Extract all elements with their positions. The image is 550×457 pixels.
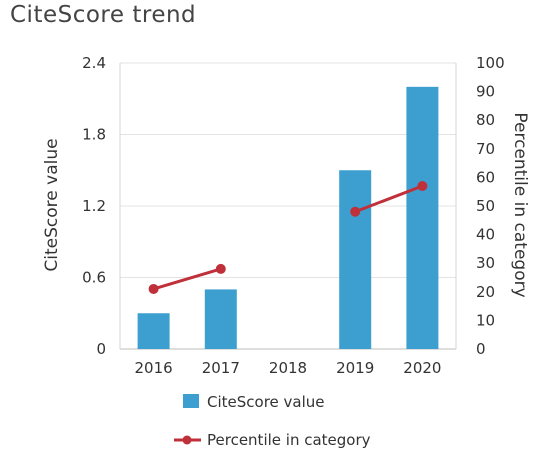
right-tick-label: 100 <box>476 54 505 72</box>
x-tick-label: 2020 <box>403 359 441 377</box>
right-tick-label: 80 <box>476 111 495 129</box>
x-tick-label: 2018 <box>269 359 307 377</box>
left-tick-label: 0 <box>96 340 106 358</box>
right-axis-title: Percentile in category <box>510 112 530 297</box>
left-tick-label: 0.6 <box>82 269 106 287</box>
right-tick-label: 50 <box>476 197 495 215</box>
grid-lines <box>119 62 457 350</box>
right-axis-ticks: 0 10 20 30 40 50 60 70 80 90 100 <box>476 54 505 358</box>
legend-bar-swatch <box>183 394 199 408</box>
right-tick-label: 40 <box>476 226 495 244</box>
bar-2020 <box>406 86 439 349</box>
bar-2019 <box>339 170 372 349</box>
right-tick-label: 70 <box>476 140 495 158</box>
percentile-point-2016 <box>148 283 159 294</box>
legend-line-marker <box>182 435 192 445</box>
x-tick-label: 2016 <box>135 359 173 377</box>
right-tick-label: 0 <box>476 340 486 358</box>
bar-2017 <box>204 289 237 349</box>
percentile-segment <box>153 267 222 291</box>
legend: CiteScore value Percentile in category <box>174 393 371 449</box>
percentile-line <box>153 184 423 291</box>
legend-bar-label: CiteScore value <box>207 393 325 411</box>
percentile-point-2020 <box>417 180 428 191</box>
left-tick-label: 2.4 <box>82 54 106 72</box>
left-axis-ticks: 0 0.6 1.2 1.8 2.4 <box>82 54 106 358</box>
chart-title: CiteScore trend <box>10 2 197 28</box>
left-tick-label: 1.8 <box>82 126 106 144</box>
right-tick-label: 60 <box>476 168 495 186</box>
x-axis-ticks: 2016 2017 2018 2019 2020 <box>135 359 442 377</box>
x-tick-label: 2019 <box>336 359 374 377</box>
percentile-point-2019 <box>350 206 361 217</box>
right-tick-label: 30 <box>476 254 495 272</box>
percentile-segment <box>354 184 423 214</box>
right-tick-label: 90 <box>476 83 495 101</box>
bars <box>137 86 439 349</box>
legend-line-label: Percentile in category <box>207 431 371 449</box>
left-tick-label: 1.2 <box>82 197 106 215</box>
left-axis-title: CiteScore value <box>42 138 62 271</box>
bar-2016 <box>137 313 170 349</box>
right-tick-label: 10 <box>476 311 495 329</box>
percentile-point-2017 <box>215 263 226 274</box>
percentile-points <box>148 180 428 294</box>
right-tick-label: 20 <box>476 283 495 301</box>
x-tick-label: 2017 <box>202 359 240 377</box>
